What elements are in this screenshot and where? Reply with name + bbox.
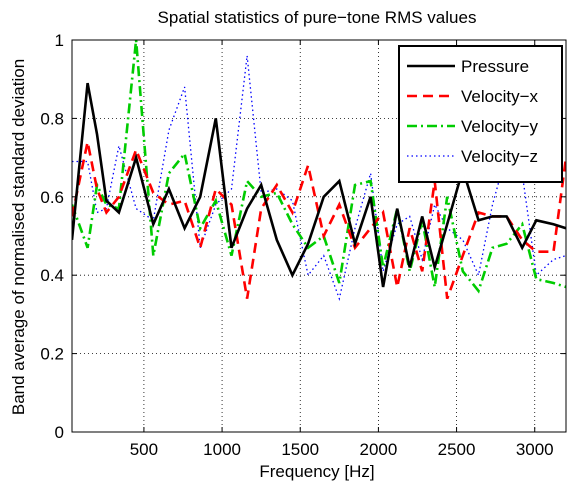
y-tick-label: 0 [55, 423, 64, 442]
legend-box [398, 45, 563, 183]
chart-title: Spatial statistics of pure−tone RMS valu… [158, 8, 477, 27]
series-line-pressure [72, 82, 566, 288]
legend-entry-label: Pressure [461, 57, 529, 76]
y-tick-label: 0.6 [40, 188, 64, 207]
plot-frame [71, 39, 567, 433]
x-tick-label: 2000 [359, 440, 397, 459]
y-tick-label: 0.8 [40, 109, 64, 128]
series-line-velocity-x [72, 141, 566, 300]
x-tick-label: 1500 [281, 440, 319, 459]
y-axis-label: Band average of normalised standard devi… [9, 59, 28, 415]
y-tick-label: 0.2 [40, 345, 64, 364]
series-line-velocity-z [72, 55, 566, 302]
x-tick-label: 1000 [203, 440, 241, 459]
legend: Pressure Velocity−x Velocity−y Velocity−z [398, 45, 563, 183]
y-tick-label: 0.4 [40, 266, 64, 285]
x-axis-label: Frequency [Hz] [259, 462, 374, 481]
series-line-velocity-y [72, 39, 566, 294]
y-tick-label: 1 [55, 31, 64, 50]
legend-entry-label: Velocity−x [461, 87, 539, 106]
legend-entry-label: Velocity−y [461, 117, 539, 136]
x-tick-label: 2500 [438, 440, 476, 459]
series-layer [72, 39, 566, 302]
x-tick-label: 500 [130, 440, 158, 459]
ticks: 500 1000 1500 2000 2500 3000 0 0.2 0.4 0.6 0.8 1 [40, 31, 566, 459]
x-tick-label: 3000 [516, 440, 554, 459]
legend-entry-label: Velocity−z [461, 147, 538, 166]
